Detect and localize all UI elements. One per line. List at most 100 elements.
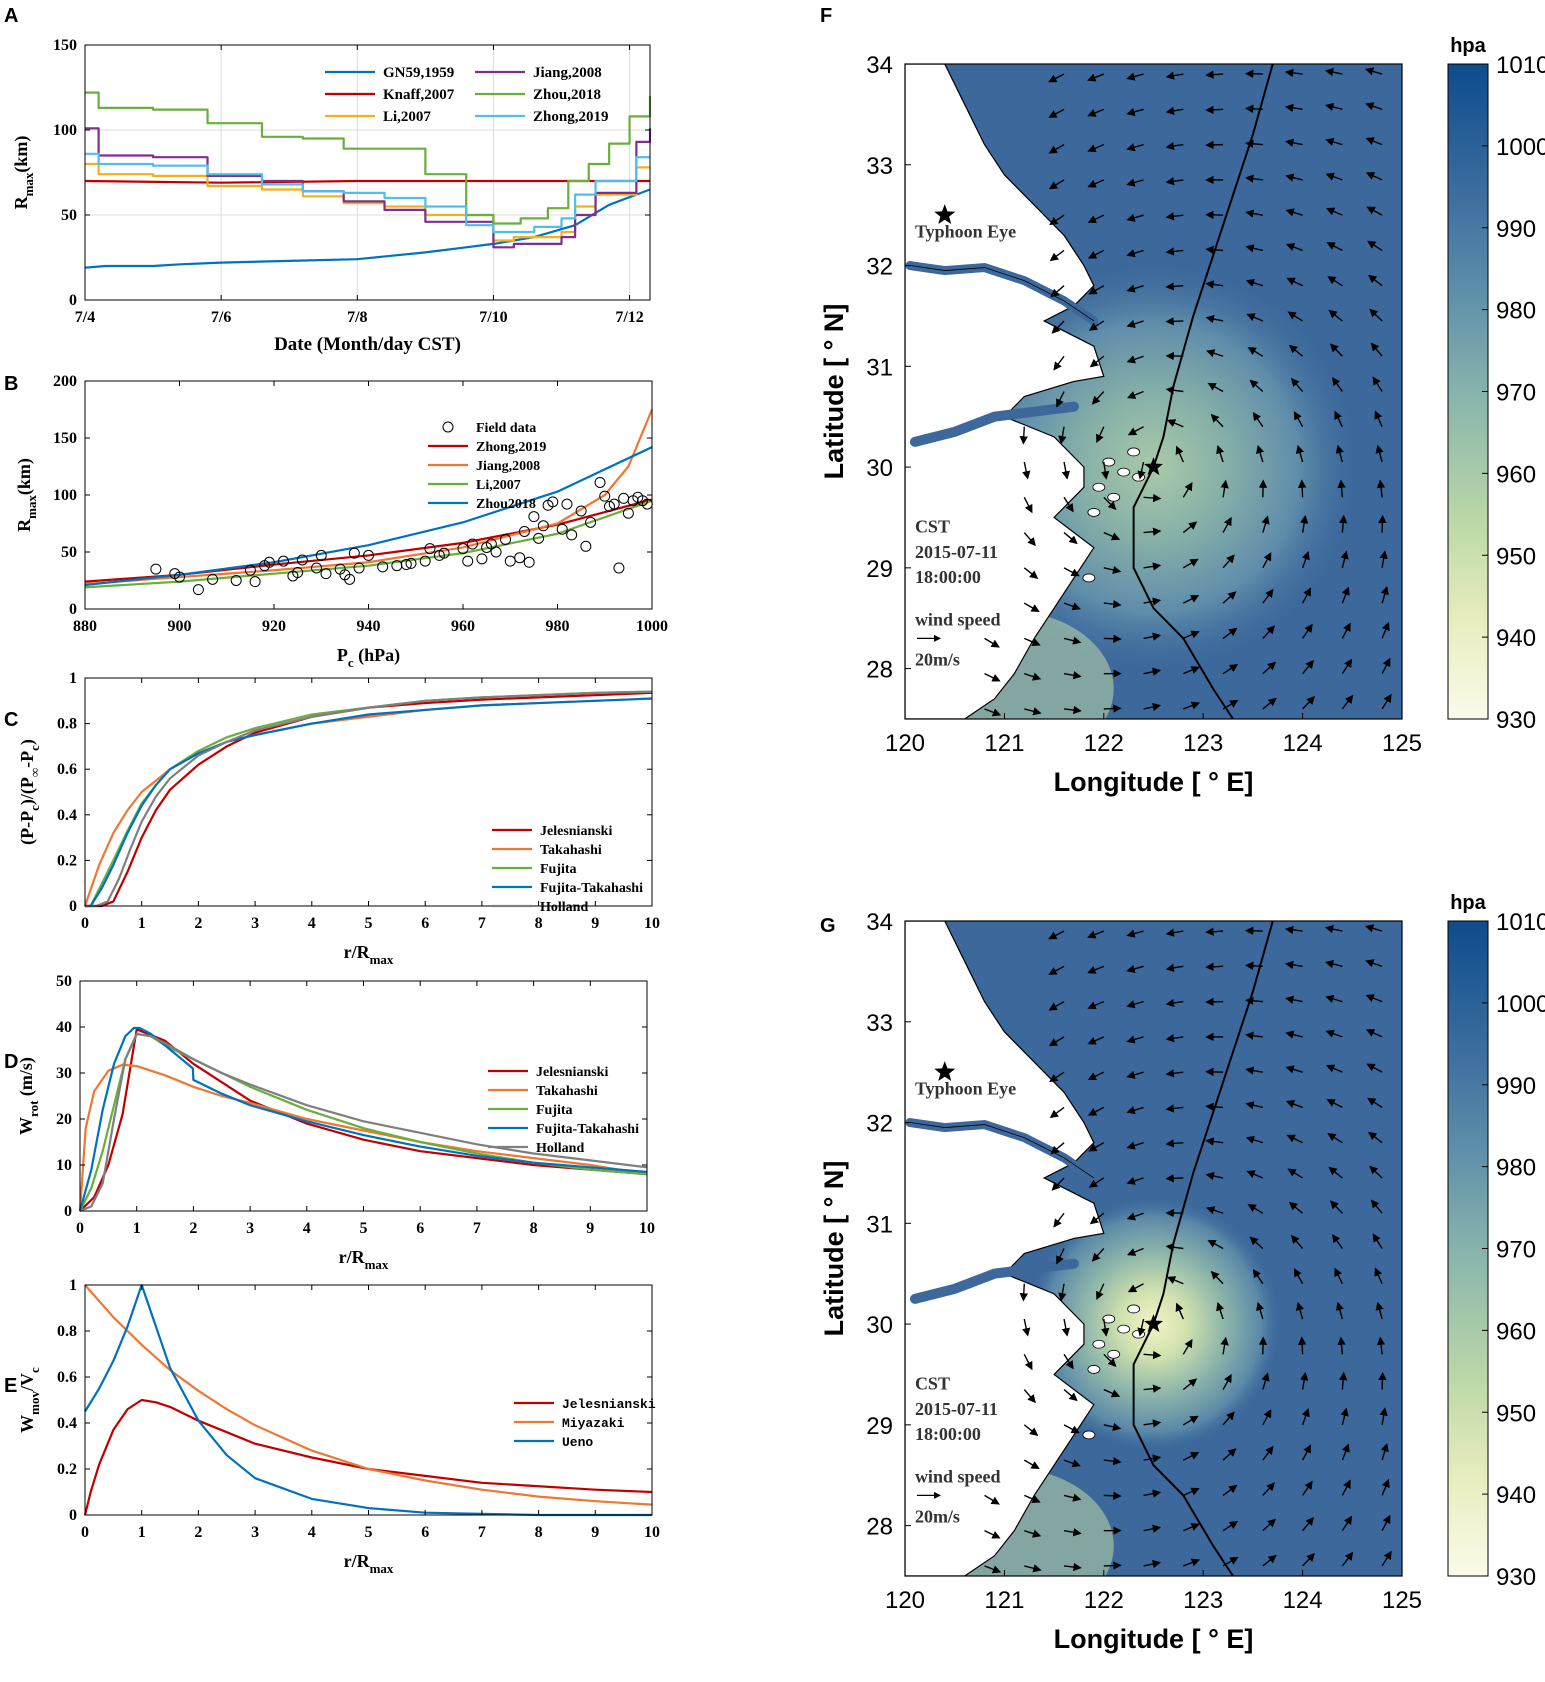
wind-arrow [1137, 1318, 1146, 1337]
y-tick-label: 0.6 [57, 761, 77, 778]
wind-arrow [1051, 1177, 1065, 1191]
chart-a-rmax-time: 7/4 7/6 7/8 7/10 7/12 0 50 100 150 Date (Month/da… [11, 37, 652, 355]
wind-arrow [1245, 1135, 1264, 1144]
plot-area [85, 45, 650, 300]
wind-arrow [1063, 1424, 1080, 1434]
wind-arrow [1166, 1276, 1184, 1285]
field-data-point [500, 533, 512, 545]
panel-letter-b: B [4, 373, 18, 395]
wind-arrow [1285, 995, 1303, 1004]
y-tick-label: 150 [53, 37, 77, 54]
wind-arrow [1249, 1236, 1264, 1250]
field-data-point [348, 547, 360, 559]
x-tick-label: 1 [133, 1220, 141, 1237]
wind-arrow [1165, 998, 1184, 1008]
island [1102, 457, 1116, 467]
yangtze-river-edge [909, 1122, 1095, 1179]
legend-entry: Takahashi [492, 843, 602, 858]
map-frame [904, 920, 1403, 1577]
field-data-point [462, 555, 474, 567]
date-label: 2015-07-11 [915, 1399, 998, 1419]
series-line-gn59-1959 [84, 188, 651, 269]
wind-arrow [1210, 413, 1224, 428]
wind-arrow [1368, 1131, 1383, 1144]
wind-arrow [1050, 1142, 1065, 1155]
legend-label: Zhong,2019 [533, 109, 608, 125]
wind-arrow [1245, 244, 1263, 253]
y-tick-label: 0 [69, 601, 77, 618]
field-data-point [296, 554, 308, 566]
y-tick-label: 0.8 [57, 716, 77, 733]
legend-label: Li,2007 [476, 478, 521, 493]
wind-arrow [1216, 1302, 1225, 1320]
wind-arrow [1331, 376, 1343, 392]
panel-letter-g: G [820, 915, 836, 937]
wind-arrow [1340, 1407, 1349, 1426]
wind-arrow [1335, 444, 1344, 463]
wind-arrow [1091, 391, 1105, 405]
chart-b-rmax-pressure: 880 900 920 940 960 980 1000 0 50 100 150 200 Pc (hP… [14, 373, 668, 670]
x-tick-label: 9 [591, 1524, 599, 1541]
wind-arrow [1379, 550, 1388, 568]
wind-arrow [1222, 1448, 1237, 1461]
legend-marker [442, 421, 454, 433]
wind-arrow [1365, 959, 1383, 968]
wind-arrow [1089, 355, 1105, 368]
wind-arrow [1301, 550, 1310, 569]
wind-arrow [1288, 344, 1304, 357]
field-data-point [533, 532, 545, 544]
wind-arrow [1285, 1065, 1303, 1074]
field-data-point [419, 555, 431, 567]
wind-reference-label: 20m/s [915, 650, 960, 670]
island [1127, 1304, 1141, 1314]
chart-d-rotational-wind: 0 1 2 3 4 5 6 7 8 9 10 0 10 20 30 40 50 r/Rmax Wrot (m/s) J… [16, 973, 655, 1272]
legend-label: Zhou,2018 [533, 87, 601, 103]
wind-arrow [1126, 1070, 1144, 1079]
legend-star-icon [934, 204, 956, 225]
wind-arrow [1048, 1001, 1065, 1011]
wind-arrow [1206, 1206, 1224, 1215]
wind-arrow [1205, 1137, 1224, 1146]
x-tick-label: 4 [303, 1220, 311, 1237]
clock-label: 18:00:00 [915, 567, 981, 587]
wind-arrow [1127, 426, 1144, 436]
wind-arrow [1374, 1267, 1383, 1285]
wind-arrow [1023, 532, 1036, 547]
wind-arrow [1165, 71, 1184, 80]
wind-arrow [1183, 1558, 1201, 1567]
wind-arrow [1206, 349, 1224, 358]
x-tick-label: 122 [1084, 730, 1124, 757]
wind-arrow [1220, 479, 1229, 498]
wind-arrow [1165, 963, 1184, 973]
wind-arrow [1126, 390, 1144, 399]
wind-arrow [1024, 1529, 1042, 1538]
wind-vectors [984, 67, 1392, 717]
legend-entry: Zhou2018 [428, 497, 536, 512]
colorbar-tick-label: 980 [1496, 298, 1536, 325]
wind-arrow [1210, 1270, 1224, 1285]
legend-label: GN59,1959 [383, 65, 454, 81]
legend-entry: Fujita-Takahashi [488, 1122, 639, 1137]
wind-arrow [1165, 177, 1184, 186]
wind-arrow [1143, 702, 1162, 712]
wind-arrow [1175, 445, 1184, 463]
field-data-points [150, 476, 653, 596]
wind-arrow [1220, 1336, 1229, 1355]
wind-arrow [1324, 68, 1343, 77]
wind-arrow [1325, 1064, 1343, 1073]
wind-arrow [1256, 444, 1265, 463]
y-tick-label: 50 [61, 207, 77, 224]
wind-arrow [1127, 1283, 1144, 1293]
wind-arrow [1063, 1353, 1074, 1370]
field-data-point [594, 476, 606, 488]
y-tick-label: 34 [866, 52, 893, 79]
wind-arrow [1261, 515, 1270, 533]
wind-arrow [1325, 137, 1343, 146]
legend-entry: Takahashi [488, 1084, 598, 1099]
legend: Field data Zhong,2019 Jiang,2008 Li,2007 Zho… [428, 421, 546, 512]
legend: Jelesnianski Takahashi Fujita Fujita-Takaha… [492, 824, 643, 915]
field-data-point [353, 562, 365, 574]
wind-arrow [1327, 1133, 1343, 1144]
x-axis-label: r/Rmax [344, 942, 394, 967]
wind-arrow [1302, 1553, 1316, 1567]
